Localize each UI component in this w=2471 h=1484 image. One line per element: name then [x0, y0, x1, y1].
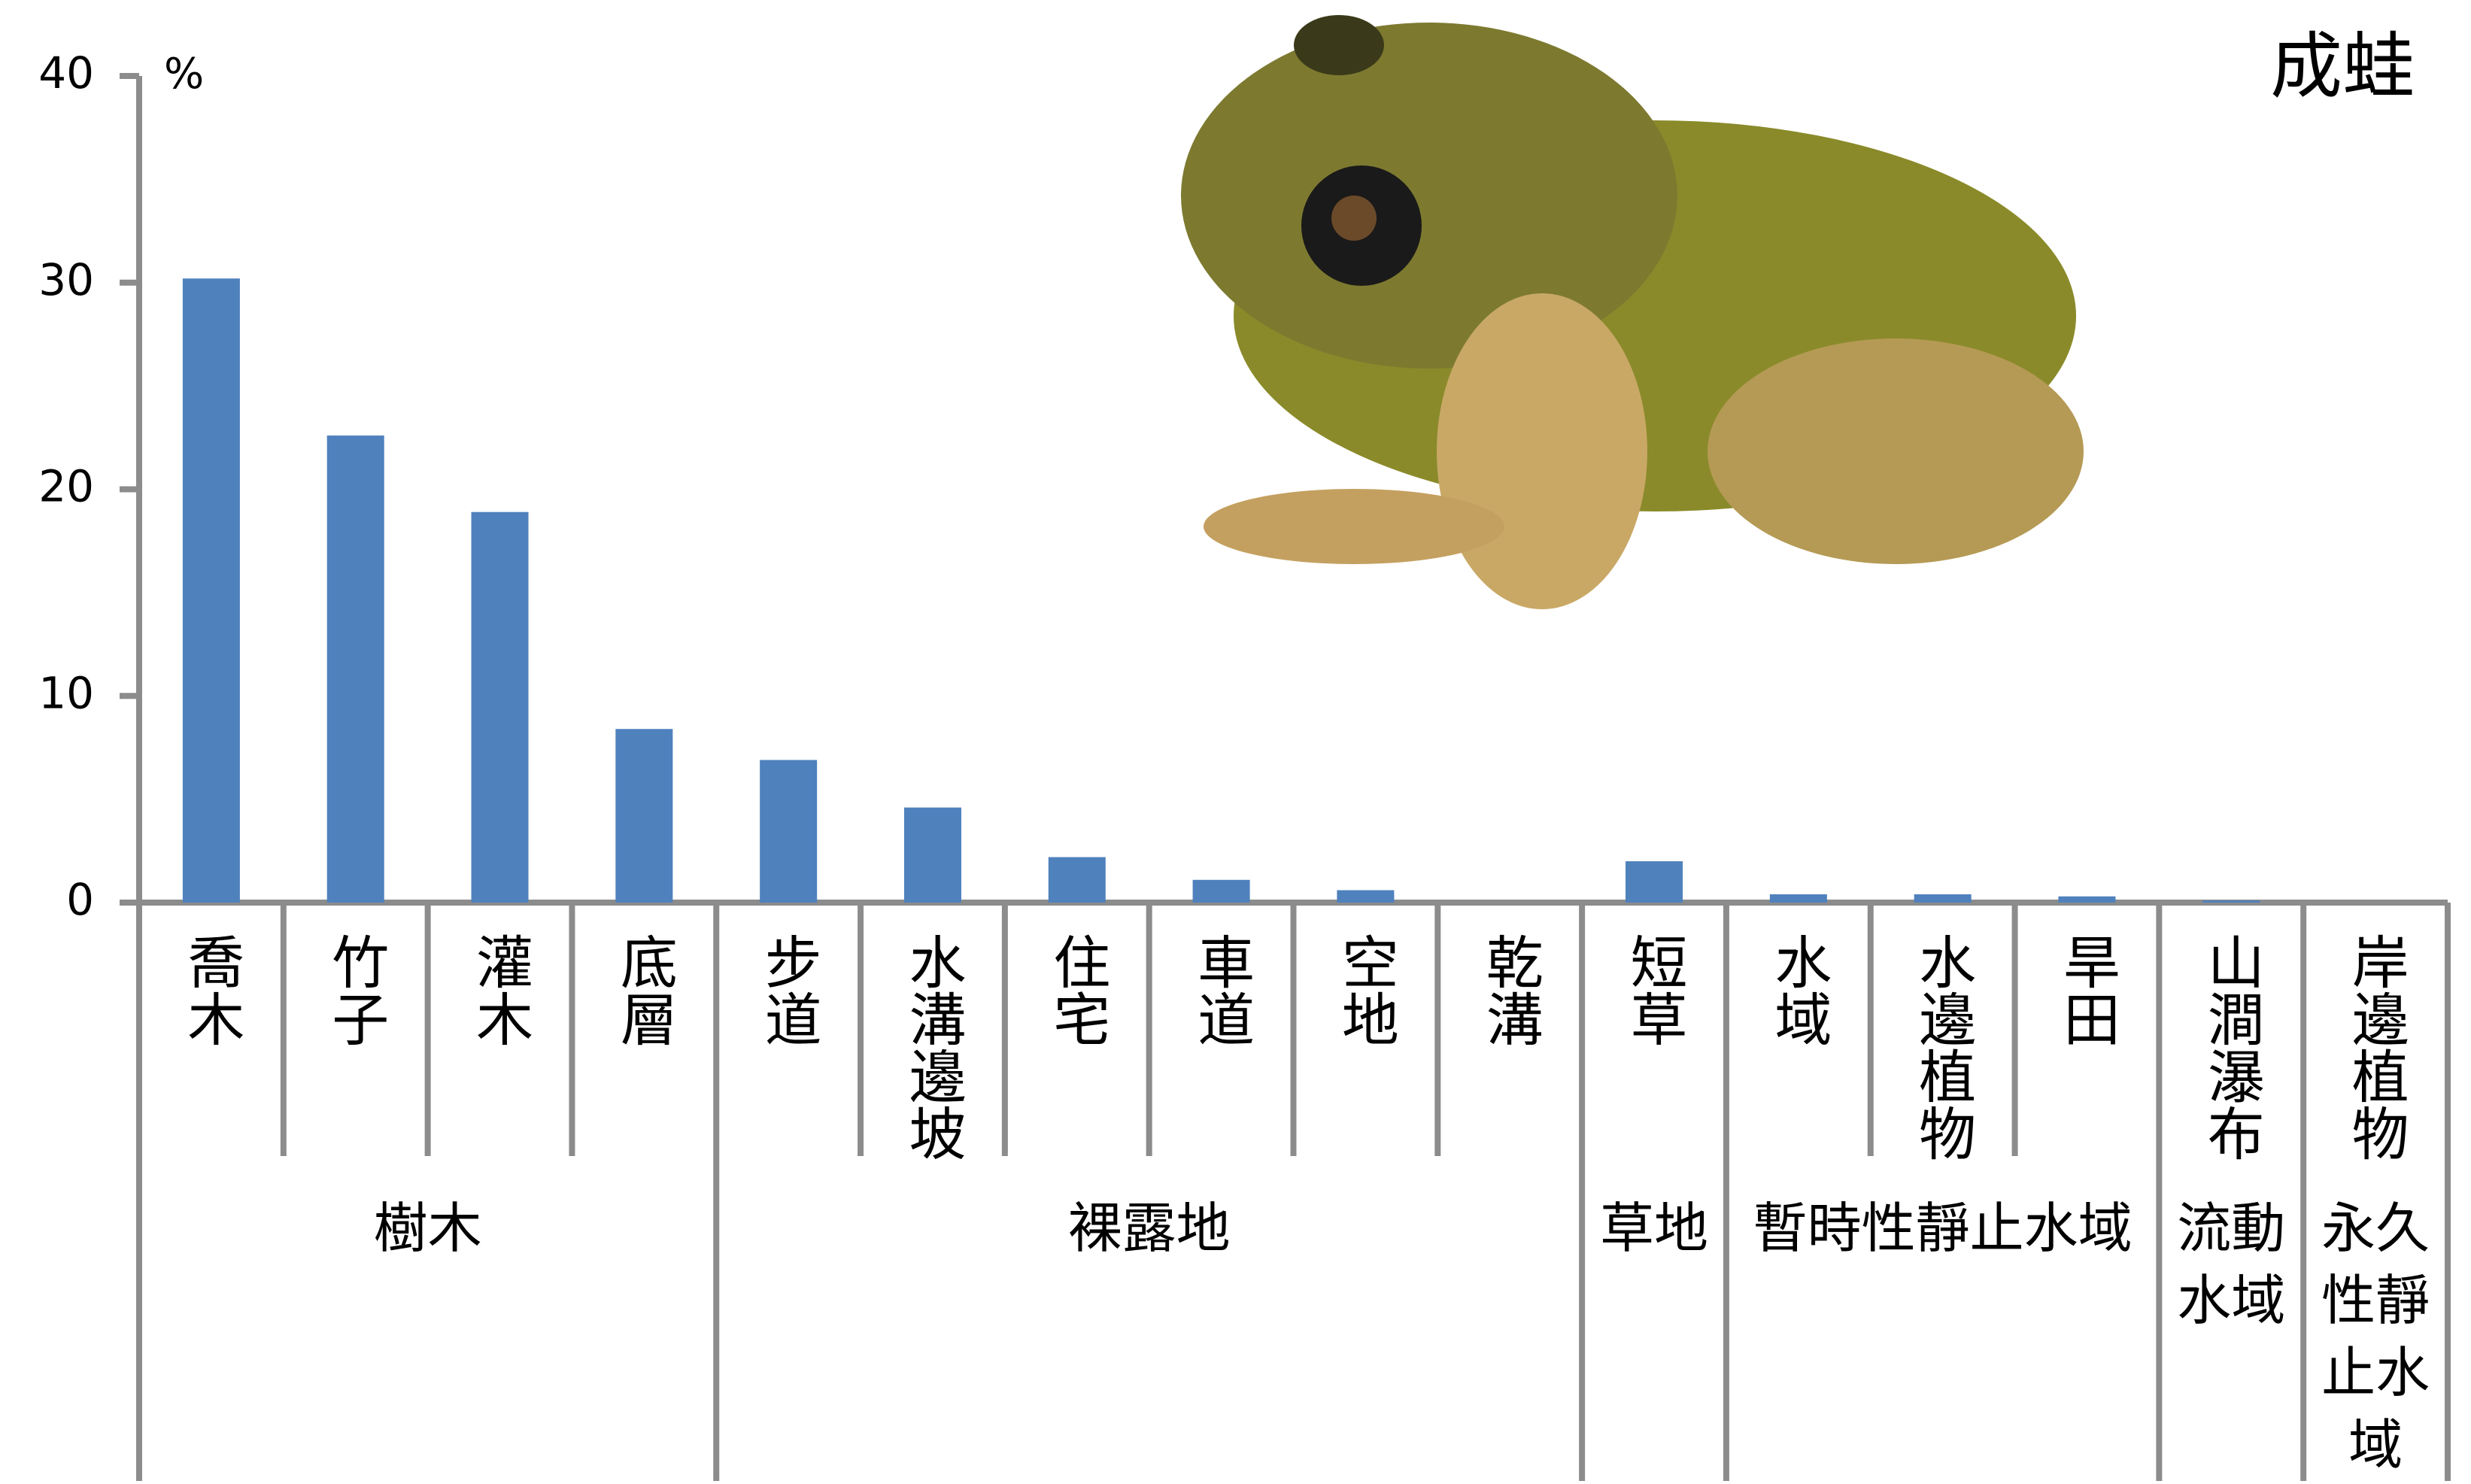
x-tick-label: 空地 [1332, 933, 1399, 1047]
x-tick-label: 底層 [611, 933, 678, 1047]
bar [1337, 890, 1395, 903]
bar [903, 807, 961, 903]
x-tick-label: 岸邊植物 [2342, 933, 2409, 1161]
y-tick-label: 10 [38, 667, 94, 718]
x-tick-label: 竹子 [322, 933, 389, 1047]
group-label: 裸露地 [1067, 1197, 1231, 1260]
y-tick-label: 30 [38, 254, 94, 305]
bar [1914, 894, 1972, 903]
y-unit: % [164, 50, 204, 99]
bar [1192, 879, 1250, 903]
bar [1048, 857, 1106, 903]
bar [2058, 896, 2116, 903]
x-tick-label: 喬木 [178, 933, 244, 1047]
x-tick-label: 住宅 [1043, 933, 1110, 1047]
frog-illustration [1181, 15, 2084, 609]
x-tick-label: 步道 [755, 933, 822, 1047]
bar [326, 435, 384, 903]
x-tick-label: 短草 [1621, 933, 1688, 1047]
group-label: 暫時性靜止水域 [1753, 1197, 2133, 1260]
group-label: 草地 [1600, 1197, 1709, 1260]
y-tick-label: 20 [38, 461, 94, 512]
x-tick-label: 旱田 [2054, 933, 2120, 1047]
x-tick-label: 乾溝 [1477, 933, 1544, 1047]
x-tick-label: 水域 [1765, 933, 1832, 1047]
bar [182, 278, 240, 903]
x-tick-label: 車道 [1188, 933, 1255, 1047]
bar [1769, 894, 1827, 903]
bar [615, 729, 673, 903]
bar [1626, 861, 1683, 903]
chart-title: 成蛙 [2270, 24, 2415, 108]
group-label: 永久性靜止水域 [2321, 1197, 2430, 1476]
x-tick-label: 灌木 [466, 933, 533, 1047]
x-tick-label: 水溝邊坡 [899, 933, 966, 1161]
bar [760, 760, 818, 903]
bar [471, 511, 529, 903]
x-tick-label: 山澗瀑布 [2198, 933, 2265, 1161]
bar [2202, 900, 2260, 903]
group-label: 樹木 [373, 1197, 482, 1260]
y-tick-label: 40 [38, 47, 94, 99]
x-tick-label: 水邊植物 [1909, 933, 1976, 1161]
group-label: 流動水域 [2177, 1197, 2286, 1332]
y-tick-label: 0 [66, 874, 94, 925]
